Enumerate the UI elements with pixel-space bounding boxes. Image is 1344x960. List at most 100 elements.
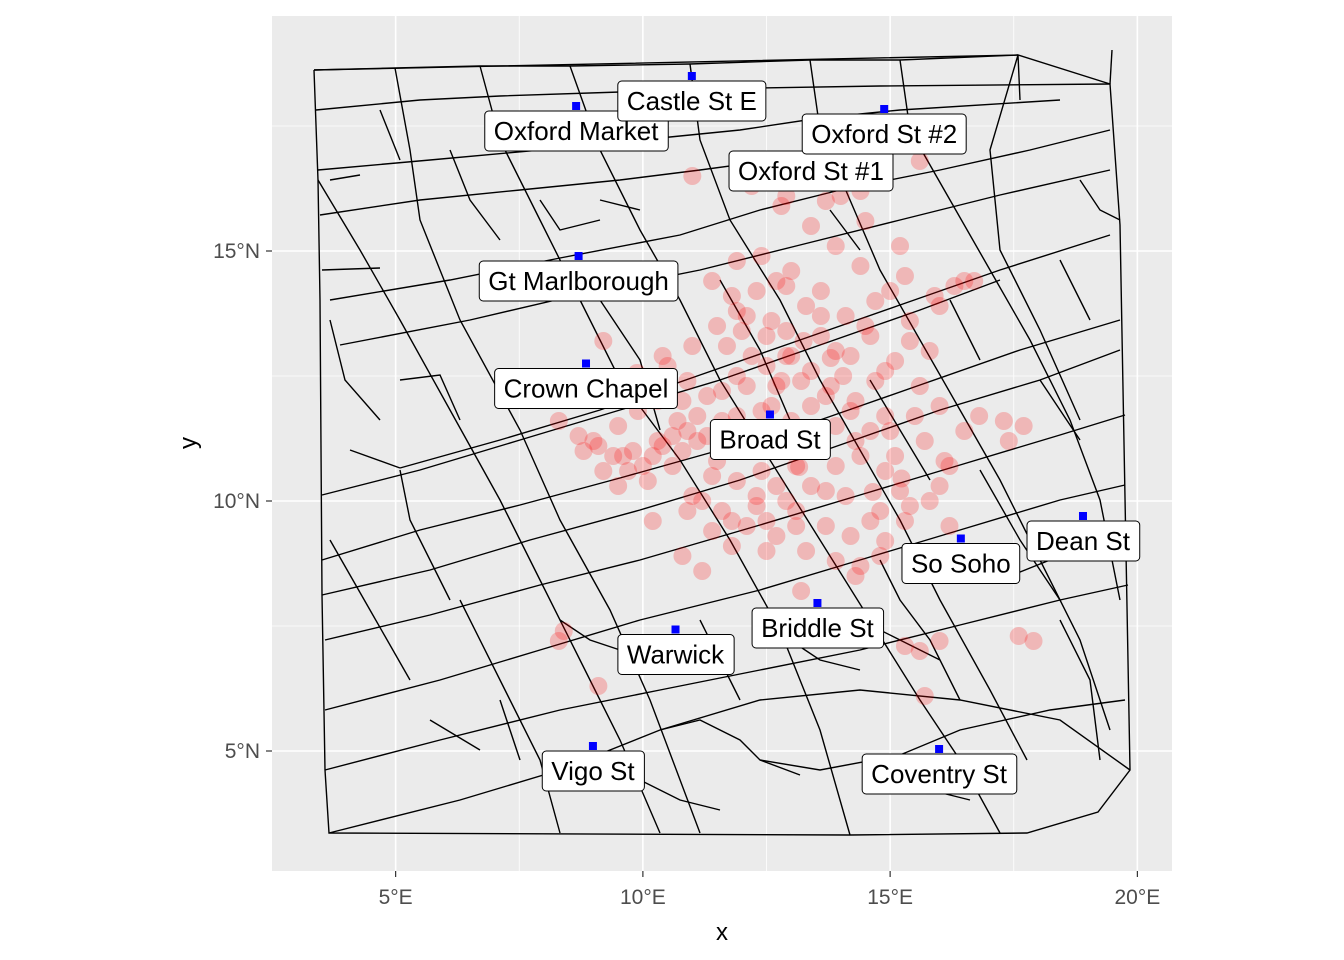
- death-point: [881, 422, 900, 440]
- y-tick-label: 15°N: [213, 240, 260, 263]
- pump-label-box: [541, 750, 645, 792]
- death-point: [866, 292, 885, 310]
- death-point: [574, 442, 593, 460]
- death-point: [915, 687, 934, 705]
- death-points: [549, 152, 1043, 705]
- death-point: [589, 677, 608, 695]
- death-point: [994, 412, 1013, 430]
- death-point: [722, 287, 741, 305]
- pump-label: Gt Marlborough: [478, 260, 679, 302]
- death-point: [732, 322, 751, 340]
- death-point: [841, 402, 860, 420]
- death-point: [826, 237, 845, 255]
- death-point: [900, 312, 919, 330]
- death-point: [802, 362, 821, 380]
- death-point: [826, 417, 845, 435]
- death-point: [643, 512, 662, 530]
- pump-label: Dean St: [1026, 520, 1141, 562]
- x-tick-label: 10°E: [620, 886, 666, 909]
- death-point: [792, 582, 811, 600]
- death-point: [693, 492, 712, 510]
- death-point: [834, 367, 853, 385]
- death-point: [802, 217, 821, 235]
- death-point: [930, 632, 949, 650]
- pump-label: Warwick: [617, 634, 735, 675]
- pump-label-box: [1026, 520, 1141, 562]
- death-point: [623, 442, 642, 460]
- death-point: [767, 477, 786, 495]
- death-point: [777, 322, 796, 340]
- death-point: [965, 272, 984, 290]
- x-tick-label: 5°E: [379, 886, 413, 909]
- death-point: [747, 487, 766, 505]
- death-point: [846, 392, 865, 410]
- x-axis-title: x: [716, 919, 728, 946]
- death-point: [811, 282, 830, 300]
- death-point: [549, 412, 568, 430]
- pump-point: [588, 742, 597, 750]
- death-point: [703, 272, 722, 290]
- pump-label-text: Gt Marlborough: [488, 266, 669, 296]
- death-point: [777, 492, 796, 510]
- death-point: [802, 477, 821, 495]
- death-point: [876, 362, 895, 380]
- death-point: [668, 412, 687, 430]
- death-point: [866, 372, 885, 390]
- death-point: [752, 247, 771, 265]
- pump-label: Oxford St #1: [728, 150, 894, 192]
- death-point: [881, 282, 900, 300]
- death-point: [871, 547, 890, 565]
- death-point: [787, 502, 806, 520]
- death-point: [891, 482, 910, 500]
- death-point: [727, 367, 746, 385]
- pump-point: [956, 534, 965, 543]
- death-point: [821, 349, 840, 367]
- pump-label-text: So Soho: [911, 549, 1011, 579]
- death-point: [708, 317, 727, 335]
- pump-label-text: Castle St E: [627, 86, 757, 116]
- death-point: [703, 467, 722, 485]
- death-point: [787, 457, 806, 475]
- death-point: [752, 462, 771, 480]
- y-axis-title: y: [175, 437, 202, 449]
- pump-point: [574, 252, 583, 260]
- death-point: [722, 512, 741, 530]
- death-point: [648, 432, 667, 450]
- pump-point: [1078, 512, 1087, 520]
- pump-point: [671, 625, 680, 634]
- pump-label: So Soho: [901, 543, 1021, 584]
- death-point: [594, 332, 613, 350]
- death-point: [895, 512, 914, 530]
- death-point: [762, 312, 781, 330]
- death-point: [767, 272, 786, 290]
- pump-label-text: Dean St: [1036, 526, 1131, 556]
- death-point: [876, 462, 895, 480]
- death-point: [891, 237, 910, 255]
- pump-label-box: [901, 543, 1021, 584]
- death-point: [673, 392, 692, 410]
- death-point: [876, 532, 895, 550]
- death-point: [910, 642, 929, 660]
- pump-label: Coventry St: [861, 753, 1018, 795]
- death-point: [594, 462, 613, 480]
- death-point: [794, 332, 813, 350]
- death-point: [614, 447, 633, 465]
- death-point: [727, 472, 746, 490]
- death-point: [737, 517, 756, 535]
- death-point: [609, 417, 628, 435]
- pump-label: Crown Chapel: [494, 368, 678, 409]
- death-point: [653, 347, 672, 365]
- pump-label-text: Crown Chapel: [504, 374, 669, 404]
- pump-point: [935, 745, 944, 753]
- death-point: [584, 432, 603, 450]
- death-point: [861, 422, 880, 440]
- death-point: [861, 327, 880, 345]
- pump-label: Oxford Market: [484, 110, 669, 152]
- death-point: [856, 317, 875, 335]
- death-point: [678, 422, 697, 440]
- death-point: [900, 332, 919, 350]
- death-point: [604, 447, 623, 465]
- death-point: [678, 502, 697, 520]
- death-point: [757, 512, 776, 530]
